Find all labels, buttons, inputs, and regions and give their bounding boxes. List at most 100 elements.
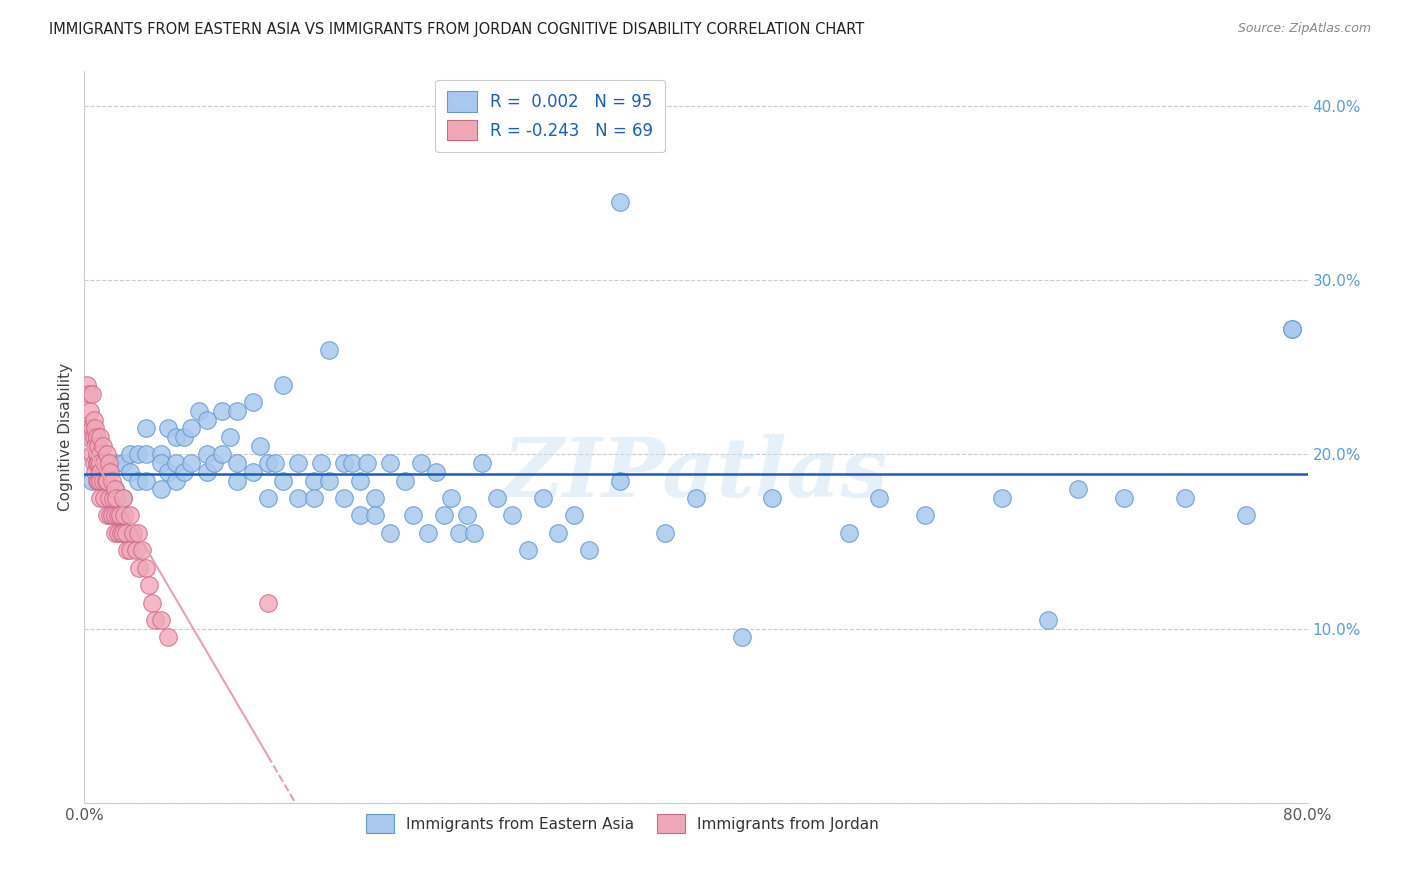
Point [165, 456, 187, 470]
Point [380, 456, 402, 470]
Point [127, 525, 149, 540]
Point [1281, 322, 1303, 336]
Point [195, 412, 218, 426]
Point [97, 491, 120, 505]
Point [89, 491, 111, 505]
Point [333, 456, 356, 470]
Point [456, 508, 478, 523]
Point [654, 525, 676, 540]
Point [318, 343, 340, 357]
Point [83, 456, 105, 470]
Point [165, 430, 187, 444]
Point [149, 483, 172, 497]
Point [502, 508, 524, 523]
Point [165, 474, 187, 488]
Point [257, 456, 280, 470]
Point [173, 430, 195, 444]
Point [173, 465, 195, 479]
Point [105, 491, 128, 505]
Point [101, 474, 124, 488]
Point [486, 491, 509, 505]
Point [409, 456, 432, 470]
Text: Source: ZipAtlas.com: Source: ZipAtlas.com [1237, 22, 1371, 36]
Point [547, 525, 569, 540]
Point [578, 543, 600, 558]
Point [242, 395, 264, 409]
Point [104, 508, 127, 523]
Legend: Immigrants from Eastern Asia, Immigrants from Jordan: Immigrants from Eastern Asia, Immigrants… [360, 808, 884, 839]
Point [135, 560, 157, 574]
Point [120, 448, 142, 462]
Point [143, 613, 166, 627]
Point [271, 474, 294, 488]
Point [86, 456, 108, 470]
Point [425, 465, 447, 479]
Point [218, 430, 240, 444]
Point [157, 631, 180, 645]
Point [86, 430, 108, 444]
Point [87, 474, 110, 488]
Text: ZIPatlas: ZIPatlas [503, 434, 889, 514]
Point [1281, 322, 1303, 336]
Point [149, 456, 172, 470]
Point [440, 491, 463, 505]
Point [77, 421, 100, 435]
Point [991, 491, 1014, 505]
Point [135, 421, 157, 435]
Point [1036, 613, 1059, 627]
Point [89, 448, 111, 462]
Point [104, 483, 127, 497]
Point [101, 508, 124, 523]
Point [318, 474, 340, 488]
Point [914, 508, 936, 523]
Point [1174, 491, 1197, 505]
Point [264, 456, 287, 470]
Point [402, 508, 425, 523]
Point [138, 578, 160, 592]
Point [433, 508, 456, 523]
Point [87, 439, 110, 453]
Point [79, 404, 101, 418]
Point [131, 543, 153, 558]
Point [98, 465, 121, 479]
Point [89, 430, 111, 444]
Point [80, 421, 103, 435]
Point [226, 456, 249, 470]
Point [349, 508, 371, 523]
Point [202, 456, 225, 470]
Point [93, 491, 115, 505]
Point [80, 386, 103, 401]
Point [120, 508, 142, 523]
Point [418, 525, 440, 540]
Point [84, 465, 107, 479]
Point [84, 439, 107, 453]
Point [122, 525, 145, 540]
Point [120, 465, 142, 479]
Point [114, 525, 136, 540]
Point [127, 448, 149, 462]
Point [98, 508, 121, 523]
Point [77, 386, 100, 401]
Point [96, 508, 118, 523]
Point [104, 525, 127, 540]
Point [364, 491, 387, 505]
Point [188, 404, 211, 418]
Point [249, 439, 271, 453]
Text: IMMIGRANTS FROM EASTERN ASIA VS IMMIGRANTS FROM JORDAN COGNITIVE DISABILITY CORR: IMMIGRANTS FROM EASTERN ASIA VS IMMIGRAN… [49, 22, 865, 37]
Point [447, 525, 470, 540]
Point [226, 404, 249, 418]
Point [1236, 508, 1258, 523]
Point [463, 525, 485, 540]
Point [349, 474, 371, 488]
Point [257, 491, 280, 505]
Point [94, 474, 117, 488]
Point [128, 560, 150, 574]
Point [83, 430, 105, 444]
Point [97, 456, 120, 470]
Point [141, 595, 163, 609]
Point [107, 508, 129, 523]
Point [111, 525, 134, 540]
Point [1067, 483, 1090, 497]
Point [869, 491, 891, 505]
Point [103, 491, 125, 505]
